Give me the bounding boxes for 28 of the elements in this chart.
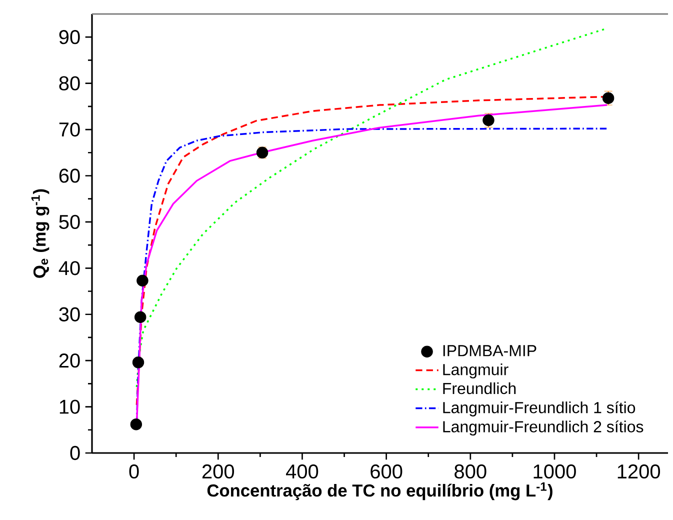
- legend-label: IPDMBA-MIP: [443, 345, 536, 356]
- legend-label: Freundlich: [443, 382, 516, 394]
- point: [132, 356, 144, 368]
- y-tick-label: 60: [59, 168, 80, 183]
- point: [136, 274, 148, 287]
- y-tick-label: 70: [59, 122, 80, 137]
- y-tick-label: 50: [59, 214, 80, 230]
- y-tick-label: 10: [60, 400, 80, 414]
- y-tick-label: 80: [59, 76, 80, 90]
- y-tick-label: 0: [70, 446, 80, 460]
- legend-label: Langmuir-Freundlich 1 sítio: [443, 401, 636, 416]
- legend-label: Langmuir-Freundlich 2 sítios: [443, 420, 644, 436]
- x-tick-label: 0: [129, 464, 139, 479]
- y-tick-label: 30: [59, 307, 80, 322]
- legend-label: Langmuir: [443, 363, 508, 378]
- x-tick-label: 1000: [534, 464, 576, 479]
- x-tick-label: 400: [286, 464, 318, 479]
- y-tick-label: 40: [58, 261, 80, 276]
- x-tick-label: 600: [370, 464, 402, 479]
- x-tick-label: 800: [454, 464, 486, 479]
- x-tick-label: 1200: [618, 464, 660, 479]
- y-tick-label: 90: [59, 30, 80, 44]
- text: Concentração de TC no equilíbrio (mg L$^{-1}$): [207, 482, 552, 500]
- text: Q$_{e}$ (mg g$^{-1}$): [31, 189, 50, 278]
- x-tick-label: 200: [202, 464, 234, 479]
- y-tick-label: 20: [59, 353, 80, 368]
- point: [134, 311, 146, 324]
- point: [130, 418, 142, 430]
